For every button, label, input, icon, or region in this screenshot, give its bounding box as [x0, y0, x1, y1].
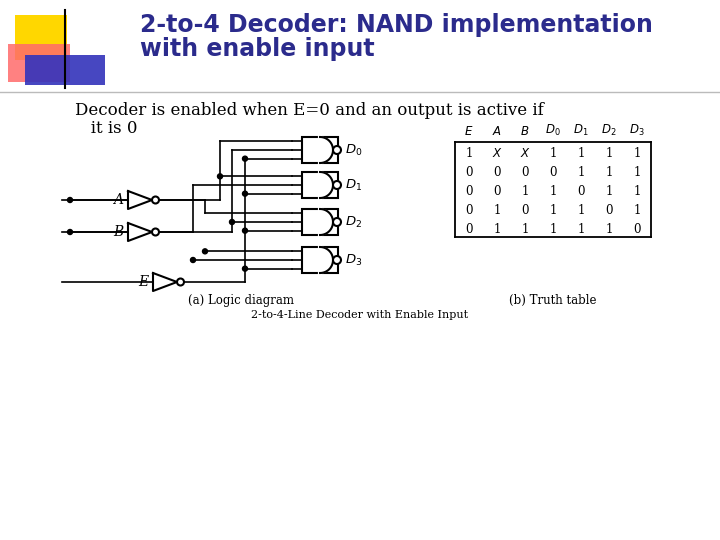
Circle shape: [333, 146, 341, 154]
Text: 1: 1: [606, 223, 613, 236]
Text: 1: 1: [577, 223, 585, 236]
Bar: [302, 137, 338, 163]
Text: 1: 1: [493, 223, 500, 236]
Circle shape: [333, 256, 341, 264]
Text: $D_2$: $D_2$: [345, 214, 362, 230]
Text: 1: 1: [634, 204, 641, 217]
Text: 1: 1: [606, 185, 613, 198]
Circle shape: [191, 258, 196, 262]
Text: $B$: $B$: [521, 125, 530, 138]
Text: 1: 1: [521, 223, 528, 236]
Text: 0: 0: [465, 204, 473, 217]
Text: 0: 0: [465, 223, 473, 236]
Text: (b) Truth table: (b) Truth table: [509, 294, 597, 307]
Text: A: A: [113, 193, 123, 207]
Text: 1: 1: [549, 204, 557, 217]
Polygon shape: [128, 223, 152, 241]
Polygon shape: [320, 247, 333, 273]
Text: $A$: $A$: [492, 125, 502, 138]
Text: 0: 0: [493, 166, 500, 179]
Text: 0: 0: [549, 166, 557, 179]
Polygon shape: [128, 191, 152, 209]
Text: 0: 0: [521, 166, 528, 179]
Text: $D_3$: $D_3$: [629, 123, 645, 138]
Circle shape: [152, 197, 159, 204]
Circle shape: [202, 249, 207, 254]
Circle shape: [243, 228, 248, 233]
Text: 0: 0: [606, 204, 613, 217]
Text: 1: 1: [549, 147, 557, 160]
Polygon shape: [320, 209, 333, 235]
Circle shape: [333, 181, 341, 189]
Text: 1: 1: [606, 166, 613, 179]
Text: 0: 0: [521, 204, 528, 217]
Text: 2-to-4-Line Decoder with Enable Input: 2-to-4-Line Decoder with Enable Input: [251, 310, 469, 320]
Text: $D_2$: $D_2$: [601, 123, 617, 138]
Circle shape: [177, 279, 184, 286]
Text: 1: 1: [606, 147, 613, 160]
Text: $D_0$: $D_0$: [545, 123, 561, 138]
Text: 1: 1: [549, 185, 557, 198]
Circle shape: [68, 198, 73, 202]
Text: 1: 1: [493, 204, 500, 217]
Text: 1: 1: [577, 204, 585, 217]
Bar: [15, 15, 67, 60]
Text: it is 0: it is 0: [75, 120, 138, 137]
Polygon shape: [320, 137, 333, 163]
Text: 1: 1: [549, 223, 557, 236]
Bar: [302, 209, 338, 235]
Text: with enable input: with enable input: [140, 37, 374, 61]
Text: 0: 0: [465, 166, 473, 179]
Text: 0: 0: [634, 223, 641, 236]
Bar: [302, 247, 338, 273]
Circle shape: [68, 230, 73, 234]
Bar: [8, 44, 70, 82]
Text: (a) Logic diagram: (a) Logic diagram: [188, 294, 294, 307]
Text: E: E: [138, 275, 148, 289]
Circle shape: [333, 218, 341, 226]
Text: $X$: $X$: [492, 147, 503, 160]
Text: 1: 1: [521, 185, 528, 198]
Circle shape: [152, 228, 159, 235]
Circle shape: [243, 156, 248, 161]
Polygon shape: [153, 273, 177, 291]
Text: $D_0$: $D_0$: [345, 143, 362, 158]
Text: 0: 0: [465, 185, 473, 198]
Text: 1: 1: [577, 166, 585, 179]
Circle shape: [243, 191, 248, 196]
Text: 1: 1: [465, 147, 473, 160]
Text: 0: 0: [493, 185, 500, 198]
Bar: [302, 172, 338, 198]
Text: $E$: $E$: [464, 125, 474, 138]
Text: 1: 1: [634, 166, 641, 179]
Text: $D_1$: $D_1$: [345, 178, 362, 193]
Bar: [25, 55, 105, 85]
Text: $D_3$: $D_3$: [345, 252, 362, 267]
Text: 1: 1: [577, 147, 585, 160]
Polygon shape: [320, 172, 333, 198]
Text: 2-to-4 Decoder: NAND implementation: 2-to-4 Decoder: NAND implementation: [140, 13, 653, 37]
Text: Decoder is enabled when E=0 and an output is active if: Decoder is enabled when E=0 and an outpu…: [75, 102, 544, 119]
Circle shape: [230, 219, 235, 225]
Text: 1: 1: [634, 147, 641, 160]
Text: $D_1$: $D_1$: [573, 123, 589, 138]
Circle shape: [217, 174, 222, 179]
Text: 1: 1: [634, 185, 641, 198]
Circle shape: [243, 266, 248, 271]
Text: $X$: $X$: [520, 147, 531, 160]
Text: B: B: [113, 225, 123, 239]
Text: 0: 0: [577, 185, 585, 198]
